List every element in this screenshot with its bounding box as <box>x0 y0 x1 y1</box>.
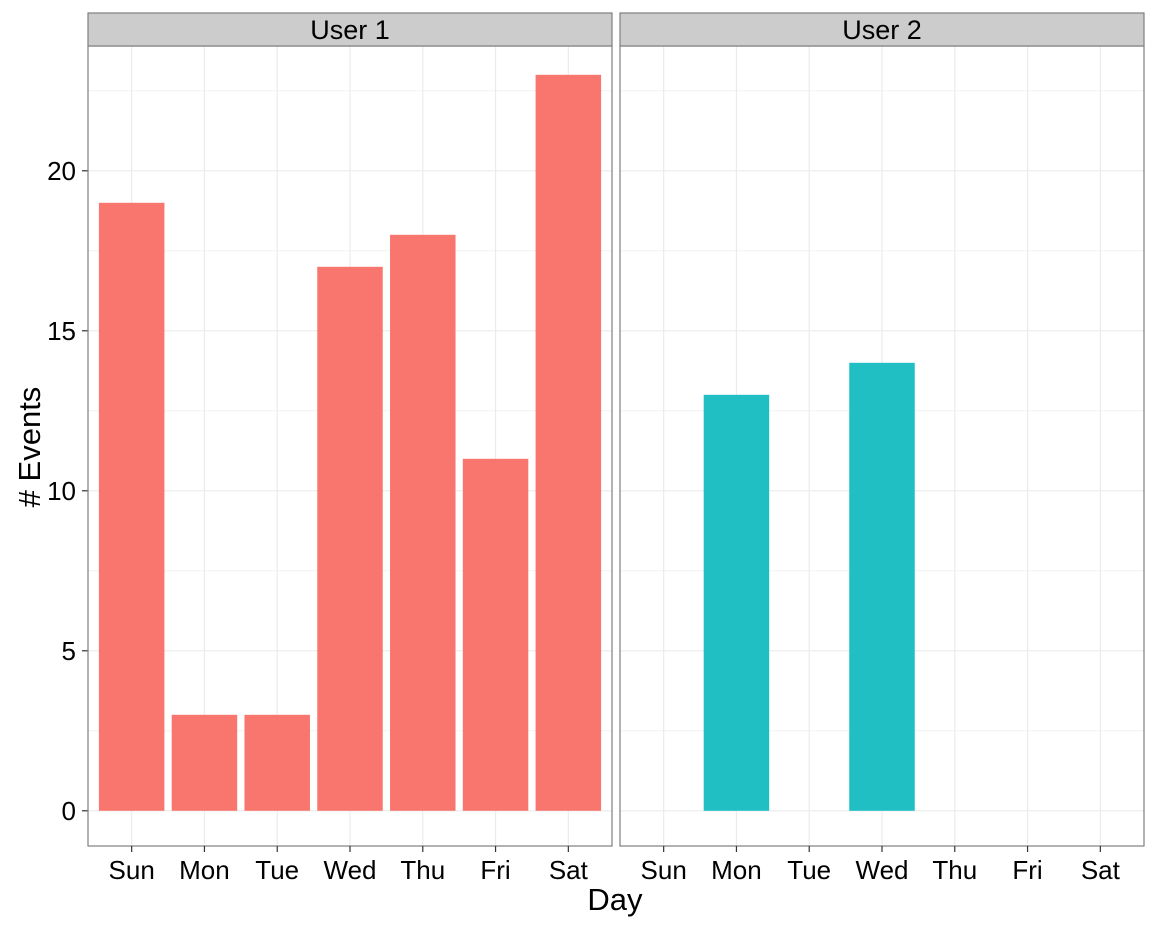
x-tick-label: Fri <box>1012 855 1042 885</box>
x-tick-label: Mon <box>179 855 230 885</box>
facet-strip <box>87 12 613 47</box>
x-tick-label: Sun <box>109 855 155 885</box>
facet-strip-label: User 2 <box>842 15 922 45</box>
x-tick-label: Thu <box>400 855 445 885</box>
y-tick-label: 10 <box>47 476 76 506</box>
bar-mon <box>703 394 770 811</box>
x-tick-label: Mon <box>711 855 762 885</box>
facet-strip <box>619 12 1145 47</box>
x-tick-label: Wed <box>324 855 377 885</box>
facets: User 1 Sun Mon Tue Wed Thu Fri Sat User 2 Sun Mon T… <box>87 12 1145 885</box>
y-tick-label: 5 <box>62 636 76 666</box>
x-tick-label: Thu <box>932 855 977 885</box>
y-tick-label: 15 <box>47 316 76 346</box>
x-tick-label: Tue <box>787 855 831 885</box>
x-axis-title: Day <box>587 882 643 917</box>
y-axis-title: # Events <box>12 387 47 508</box>
x-tick-label: Sun <box>641 855 687 885</box>
x-tick-label: Tue <box>255 855 299 885</box>
bar-mon <box>171 714 238 811</box>
facet-panel: User 2 Sun Mon Tue Wed Thu Fri Sat <box>619 12 1145 885</box>
x-tick-label: Wed <box>856 855 909 885</box>
bar-thu <box>390 234 456 811</box>
bar-fri <box>462 458 529 811</box>
y-tick-label: 0 <box>62 796 76 826</box>
y-axis: 0 5 10 15 20 <box>47 156 88 826</box>
bar-wed <box>849 362 915 811</box>
bar-tue <box>244 714 310 811</box>
x-tick-label: Sat <box>549 855 589 885</box>
bar-sun <box>98 202 165 811</box>
x-tick-label: Sat <box>1081 855 1121 885</box>
x-tick-label: Fri <box>480 855 510 885</box>
y-tick-label: 20 <box>47 156 76 186</box>
facet-strip-label: User 1 <box>310 15 390 45</box>
facet-panel: User 1 Sun Mon Tue Wed Thu Fri Sat <box>87 12 613 885</box>
bar-wed <box>317 266 383 811</box>
bar-sat <box>535 74 602 811</box>
